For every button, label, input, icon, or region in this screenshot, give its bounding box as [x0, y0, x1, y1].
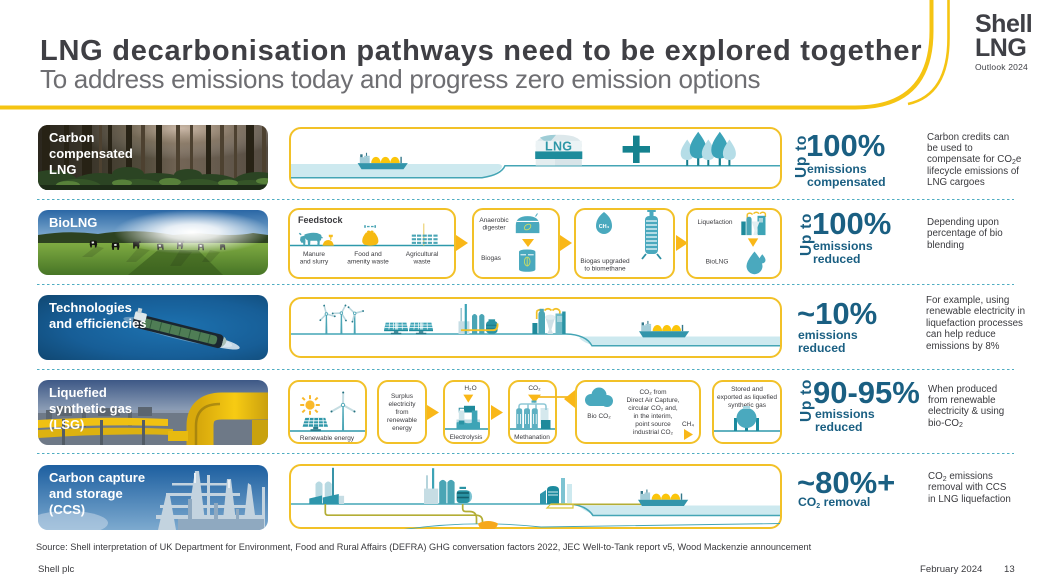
svg-text:Feedstock: Feedstock [298, 215, 344, 225]
svg-text:in the interim,: in the interim, [633, 413, 672, 420]
svg-text:Bio CO₂: Bio CO₂ [587, 413, 611, 420]
svg-text:and slurry: and slurry [300, 259, 329, 266]
svg-text:Liquefaction: Liquefaction [697, 219, 732, 226]
svg-text:digester: digester [482, 225, 506, 232]
svg-text:Biogas: Biogas [481, 255, 502, 262]
svg-text:synthetic gas: synthetic gas [728, 402, 767, 409]
svg-text:Biogas upgraded: Biogas upgraded [580, 258, 630, 265]
svg-text:CO₂ from: CO₂ from [639, 389, 666, 396]
svg-text:Surplus: Surplus [391, 393, 414, 400]
svg-text:Food and: Food and [354, 251, 382, 258]
svg-text:H₂O: H₂O [464, 385, 476, 392]
svg-text:energy: energy [392, 425, 413, 432]
svg-text:electricity: electricity [388, 401, 416, 408]
svg-text:Manure: Manure [303, 251, 325, 258]
svg-text:Methanation: Methanation [514, 434, 550, 441]
svg-text:Stored and: Stored and [731, 386, 763, 393]
svg-text:circular CO₂ and,: circular CO₂ and, [628, 405, 678, 412]
svg-text:to biomethane: to biomethane [584, 266, 626, 273]
svg-text:CO₂: CO₂ [528, 385, 541, 392]
svg-text:from: from [396, 409, 409, 416]
svg-text:CH₄: CH₄ [682, 421, 694, 428]
svg-text:Renewable energy: Renewable energy [300, 435, 355, 442]
svg-text:Agricultural: Agricultural [406, 251, 439, 258]
svg-text:waste: waste [413, 259, 431, 266]
svg-text:Electrolysis: Electrolysis [450, 434, 484, 441]
svg-text:exported as liquefied: exported as liquefied [717, 394, 777, 401]
svg-text:industrial CO₂: industrial CO₂ [633, 429, 674, 436]
svg-text:CH₄: CH₄ [599, 224, 610, 230]
svg-text:point source: point source [635, 421, 671, 428]
svg-text:renewable: renewable [387, 417, 417, 424]
svg-text:Anaerobic: Anaerobic [479, 217, 509, 224]
svg-text:amenity waste: amenity waste [347, 259, 389, 266]
svg-text:BioLNG: BioLNG [706, 259, 729, 266]
svg-text:LNG: LNG [545, 140, 572, 154]
svg-text:Direct Air Capture,: Direct Air Capture, [626, 397, 679, 404]
